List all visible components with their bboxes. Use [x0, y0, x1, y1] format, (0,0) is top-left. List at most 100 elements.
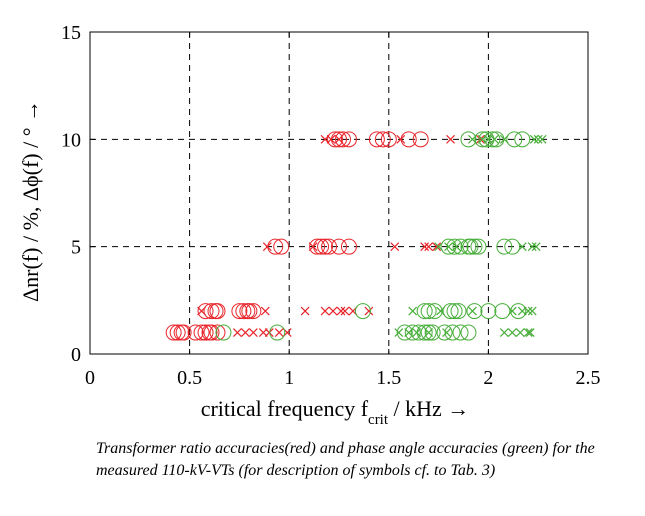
x-tick-label: 0.5 — [177, 367, 202, 389]
y-axis-label: Δnr(f) / %, Δϕ(f) / ° → — [18, 100, 43, 302]
data-point-circle — [452, 324, 469, 341]
data-point-circle — [474, 131, 491, 148]
grid-lines — [90, 32, 588, 354]
data-point-cross — [434, 242, 444, 252]
data-point-cross — [446, 134, 455, 144]
x-tick-label: 2.5 — [576, 367, 601, 389]
x-axis-label-unit: / kHz → — [388, 396, 469, 421]
data-point-circle — [321, 238, 338, 255]
data-point-circle — [506, 131, 523, 148]
data-point-circle — [203, 324, 220, 341]
x-axis-label-subscript: crit — [368, 412, 389, 428]
scatter-chart: 0 0.5 1 1.5 2 2.5 0 5 10 15 Δnr(f) / %, Δϕ(f) / °… — [18, 22, 601, 428]
data-point-circle — [460, 324, 477, 341]
data-point-cross — [529, 134, 539, 144]
data-point-cross — [274, 328, 284, 337]
data-point-circle — [269, 324, 286, 341]
data-point-circle — [331, 238, 347, 255]
plot-area-frame — [89, 31, 589, 355]
data-point-circle — [197, 303, 214, 320]
data-point-circle — [165, 324, 182, 341]
data-point-circle — [510, 303, 527, 320]
data-point-circle — [416, 303, 433, 320]
data-point-circle — [215, 324, 232, 341]
data-point-cross — [334, 134, 344, 144]
data-point-cross — [248, 328, 258, 337]
data-point-circle — [494, 303, 511, 320]
data-point-cross — [396, 134, 406, 144]
data-point-cross — [320, 306, 330, 316]
data-point-circle — [420, 324, 437, 341]
data-point-circle — [480, 303, 497, 320]
data-point-circle — [410, 324, 427, 341]
data-point-cross — [452, 242, 461, 252]
y-tick-label: 15 — [61, 22, 81, 44]
data-point-cross — [326, 134, 336, 144]
data-point-circle — [436, 324, 453, 341]
data-point-cross — [468, 306, 477, 316]
data-point-cross — [424, 328, 434, 337]
data-point-circle — [424, 324, 441, 341]
data-point-circle — [340, 238, 357, 255]
data-point-cross — [436, 306, 446, 316]
data-point-cross — [444, 242, 453, 252]
data-point-cross — [468, 134, 477, 144]
data-point-cross — [364, 306, 374, 316]
data-point-cross — [515, 328, 525, 337]
data-point-cross — [336, 306, 346, 316]
data-point-circle — [496, 238, 513, 255]
data-point-cross — [412, 328, 422, 337]
data-point-circle — [354, 303, 371, 320]
data-point-circle — [462, 238, 479, 255]
data-point-cross — [531, 242, 541, 252]
data-point-circle — [450, 303, 467, 320]
data-point-cross — [197, 306, 206, 316]
data-point-circle — [273, 238, 290, 255]
data-point-circle — [446, 303, 463, 320]
data-point-cross — [340, 306, 350, 316]
data-point-cross — [394, 328, 404, 337]
data-point-cross — [240, 328, 250, 337]
x-tick-label: 1.5 — [376, 367, 401, 389]
data-point-circle — [231, 303, 248, 320]
data-point-cross — [537, 134, 547, 144]
data-point-circle — [374, 131, 391, 148]
data-point-cross — [404, 328, 414, 337]
data-point-circle — [245, 303, 262, 320]
data-point-circle — [241, 303, 258, 320]
data-point-cross — [507, 306, 517, 316]
x-tick-label: 2 — [483, 367, 493, 389]
data-point-circle — [317, 238, 334, 255]
data-points — [165, 131, 547, 341]
data-point-circle — [396, 324, 413, 341]
data-point-cross — [232, 328, 242, 337]
x-axis-label-main: critical frequency f — [201, 396, 369, 421]
data-point-circle — [412, 131, 429, 148]
data-point-circle — [175, 324, 192, 341]
data-point-circle — [446, 238, 463, 255]
data-point-circle — [426, 303, 443, 320]
data-point-circle — [484, 131, 501, 148]
data-point-circle — [452, 238, 469, 255]
y-tick-label: 0 — [71, 344, 81, 366]
data-point-circle — [203, 303, 220, 320]
data-point-cross — [300, 306, 310, 316]
data-point-circle — [504, 238, 521, 255]
data-point-cross — [499, 328, 509, 337]
data-point-cross — [489, 134, 499, 144]
data-point-circle — [466, 238, 483, 255]
x-tick-label: 1 — [284, 367, 294, 389]
data-point-circle — [193, 324, 210, 341]
data-point-circle — [197, 324, 214, 341]
y-tick-label: 5 — [71, 237, 81, 259]
data-point-cross — [527, 306, 537, 316]
x-axis-label: critical frequency fcrit / kHz → — [201, 396, 470, 428]
x-tick-label: 0 — [85, 367, 95, 389]
data-point-cross — [424, 242, 434, 252]
data-point-circle — [209, 303, 226, 320]
data-point-circle — [368, 131, 385, 148]
data-point-cross — [507, 328, 517, 337]
data-point-cross — [517, 242, 527, 252]
data-point-circle — [334, 131, 351, 148]
data-point-cross — [432, 242, 442, 252]
